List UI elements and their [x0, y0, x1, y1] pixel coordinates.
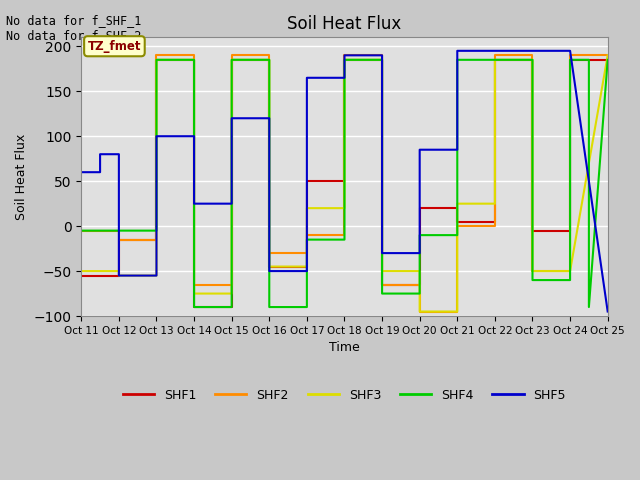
X-axis label: Time: Time — [329, 341, 360, 354]
Y-axis label: Soil Heat Flux: Soil Heat Flux — [15, 133, 28, 220]
Legend: SHF1, SHF2, SHF3, SHF4, SHF5: SHF1, SHF2, SHF3, SHF4, SHF5 — [118, 384, 571, 407]
Text: No data for f_SHF_1
No data for f_SHF_2: No data for f_SHF_1 No data for f_SHF_2 — [6, 14, 142, 42]
Title: Soil Heat Flux: Soil Heat Flux — [287, 15, 402, 33]
Text: TZ_fmet: TZ_fmet — [88, 40, 141, 53]
